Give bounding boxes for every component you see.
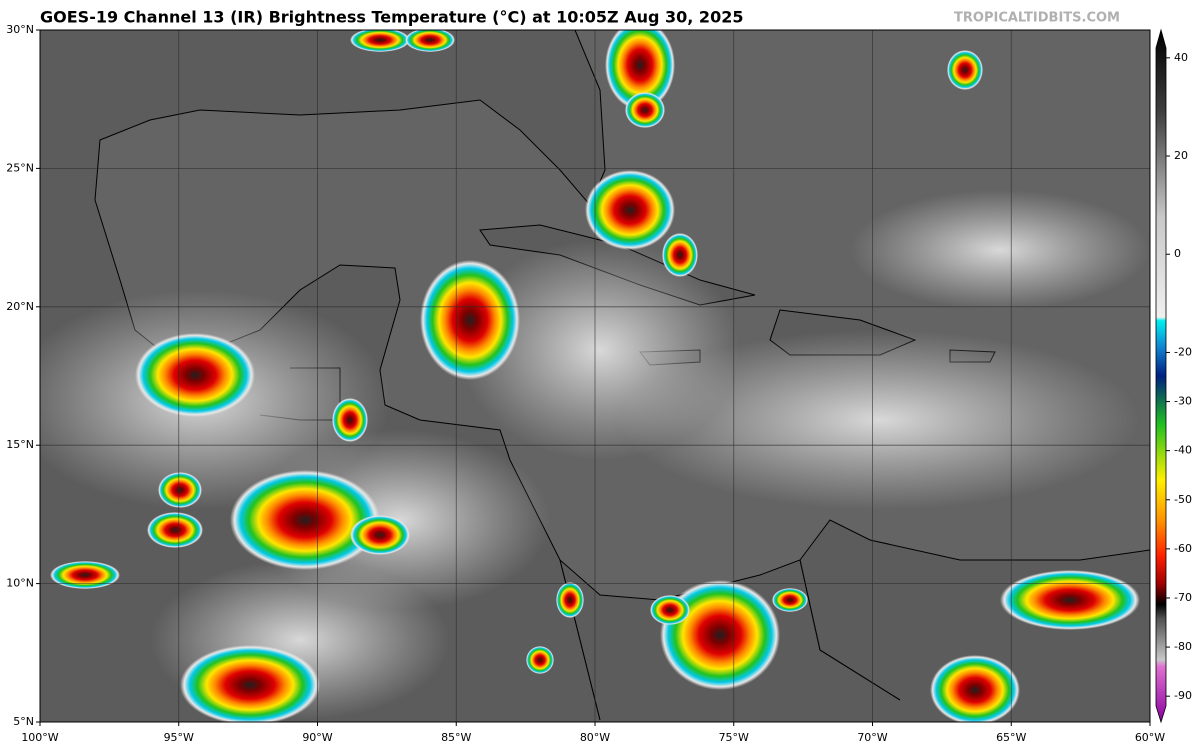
y-tick-label: 5°N xyxy=(13,715,34,728)
x-tick-label: 80°W xyxy=(580,731,610,744)
colorbar-tick-label: -40 xyxy=(1174,444,1192,457)
storm xyxy=(625,92,665,128)
y-tick-label: 20°N xyxy=(6,300,34,313)
x-tick-label: 75°W xyxy=(719,731,749,744)
y-tick-label: 10°N xyxy=(6,577,34,590)
storm xyxy=(605,30,675,110)
storm xyxy=(585,170,675,250)
storm xyxy=(1000,570,1140,630)
x-tick-label: 95°W xyxy=(164,731,194,744)
storm xyxy=(526,646,554,674)
x-tick-label: 90°W xyxy=(302,731,332,744)
storm xyxy=(772,588,808,612)
storm xyxy=(350,515,410,555)
cloud-tops xyxy=(40,30,1150,722)
storm xyxy=(650,595,690,625)
colorbar xyxy=(1155,28,1167,724)
storm xyxy=(420,260,520,380)
storm xyxy=(350,30,410,52)
storm xyxy=(662,233,698,277)
y-tick-label: 15°N xyxy=(6,438,34,451)
storm xyxy=(135,333,255,417)
y-tick-label: 30°N xyxy=(6,23,34,36)
colorbar-tick-label: -90 xyxy=(1174,689,1192,702)
x-tick-label: 65°W xyxy=(996,731,1026,744)
colorbar-tick-label: -50 xyxy=(1174,493,1192,506)
x-tick-label: 60°W xyxy=(1135,731,1165,744)
colorbar-tick-label: -30 xyxy=(1174,395,1192,408)
x-tick-label: 70°W xyxy=(857,731,887,744)
credit: TROPICALTIDBITS.COM xyxy=(954,11,1120,26)
storm xyxy=(660,580,780,690)
colorbar-tick-label: 40 xyxy=(1174,51,1188,64)
storm xyxy=(50,561,120,589)
colorbar-tick-label: 0 xyxy=(1174,247,1181,260)
storm xyxy=(556,582,584,618)
x-tick-label: 85°W xyxy=(441,731,471,744)
title: GOES-19 Channel 13 (IR) Brightness Tempe… xyxy=(40,8,743,27)
graticule xyxy=(40,30,1150,722)
storm xyxy=(947,50,983,90)
storm xyxy=(180,645,320,722)
x-tick-label: 100°W xyxy=(21,731,58,744)
colorbar-tick-label: -80 xyxy=(1174,640,1192,653)
cloud xyxy=(620,330,1140,510)
colorbar-tick-label: 20 xyxy=(1174,149,1188,162)
cloud xyxy=(850,190,1150,310)
colorbar-tick-label: -60 xyxy=(1174,542,1192,555)
storm xyxy=(332,398,368,442)
storm xyxy=(405,30,455,52)
colorbar-tick-label: -20 xyxy=(1174,345,1192,358)
storm xyxy=(158,472,202,508)
map xyxy=(40,30,1150,722)
y-tick-label: 25°N xyxy=(6,161,34,174)
storm xyxy=(930,655,1020,722)
storm xyxy=(230,470,380,570)
colorbar-tick-label: -70 xyxy=(1174,591,1192,604)
storm xyxy=(147,512,203,548)
